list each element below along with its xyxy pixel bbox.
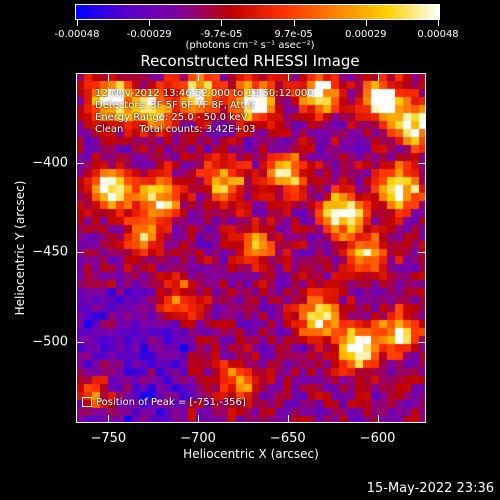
x-tick-mark	[287, 73, 289, 81]
colorbar-tick-mark	[221, 20, 223, 26]
y-tick-mark	[418, 162, 426, 164]
colorbar-tick-mark	[149, 20, 151, 26]
y-tick-mark	[76, 342, 84, 344]
x-tick-mark	[377, 73, 379, 81]
peak-text: Position of Peak = [-751,-356]	[96, 397, 246, 408]
x-tick-label: −700	[180, 431, 216, 446]
colorbar-tick-mark	[293, 20, 295, 26]
peak-annotation: Position of Peak = [-751,-356]	[82, 397, 246, 408]
annotation-time-range: 12-Nov-2012 13:46:52.000 to 13:50:12.000	[95, 88, 314, 99]
annotation-energy-range: Energy Range: 25.0 - 50.0 keV	[95, 112, 248, 123]
y-tick-label: −500	[32, 334, 68, 350]
y-axis-label: Heliocentric Y (arcsec)	[13, 180, 27, 316]
colorbar-tick-mark	[438, 20, 439, 26]
y-tick-label: −400	[32, 155, 68, 171]
colorbar-tick-label: 9.7e-05	[274, 29, 313, 40]
x-tick-mark	[108, 415, 110, 423]
heatmap-image	[77, 74, 425, 422]
colorbar-tick-mark	[365, 20, 367, 26]
y-tick-mark	[76, 252, 84, 254]
x-tick-mark	[287, 415, 289, 423]
x-tick-mark	[198, 415, 200, 423]
x-tick-label: −650	[269, 431, 306, 446]
colorbar-tick-label: -9.7e-05	[200, 29, 243, 40]
y-tick-label: −450	[32, 244, 68, 260]
colorbar-frame	[75, 4, 440, 20]
y-tick-mark	[418, 252, 426, 254]
colorbar-tick-label: -0.00048	[54, 29, 100, 40]
footer-date: 15-May-2022 23:36	[366, 481, 494, 496]
colorbar-gradient	[76, 5, 439, 19]
y-tick-mark	[418, 342, 426, 344]
x-tick-mark	[377, 415, 379, 423]
y-tick-mark	[76, 162, 84, 164]
x-tick-mark	[108, 73, 110, 81]
x-tick-mark	[198, 73, 200, 81]
colorbar-unit: (photons cm⁻² s⁻¹ asec⁻²)	[185, 40, 315, 51]
chart-title: Reconstructed RHESSI Image	[140, 52, 360, 70]
x-axis-label: Heliocentric X (arcsec)	[183, 447, 319, 461]
colorbar-tick-label: 0.00048	[417, 29, 459, 40]
colorbar-tick-mark	[77, 20, 78, 26]
x-tick-label: −600	[359, 431, 396, 446]
annotation-counts: Clean Total counts: 3.42E+03	[95, 124, 256, 135]
plot-area: 12-Nov-2012 13:46:52.000 to 13:50:12.000…	[76, 73, 426, 423]
peak-marker-icon	[82, 397, 92, 407]
annotation-detectors: Detectors: 3F 5F 6F 7F 8F, Att 0	[95, 100, 255, 111]
colorbar-tick-label: 0.00029	[345, 29, 387, 40]
colorbar-tick-label: -0.00029	[126, 29, 172, 40]
x-tick-label: −750	[90, 431, 127, 446]
